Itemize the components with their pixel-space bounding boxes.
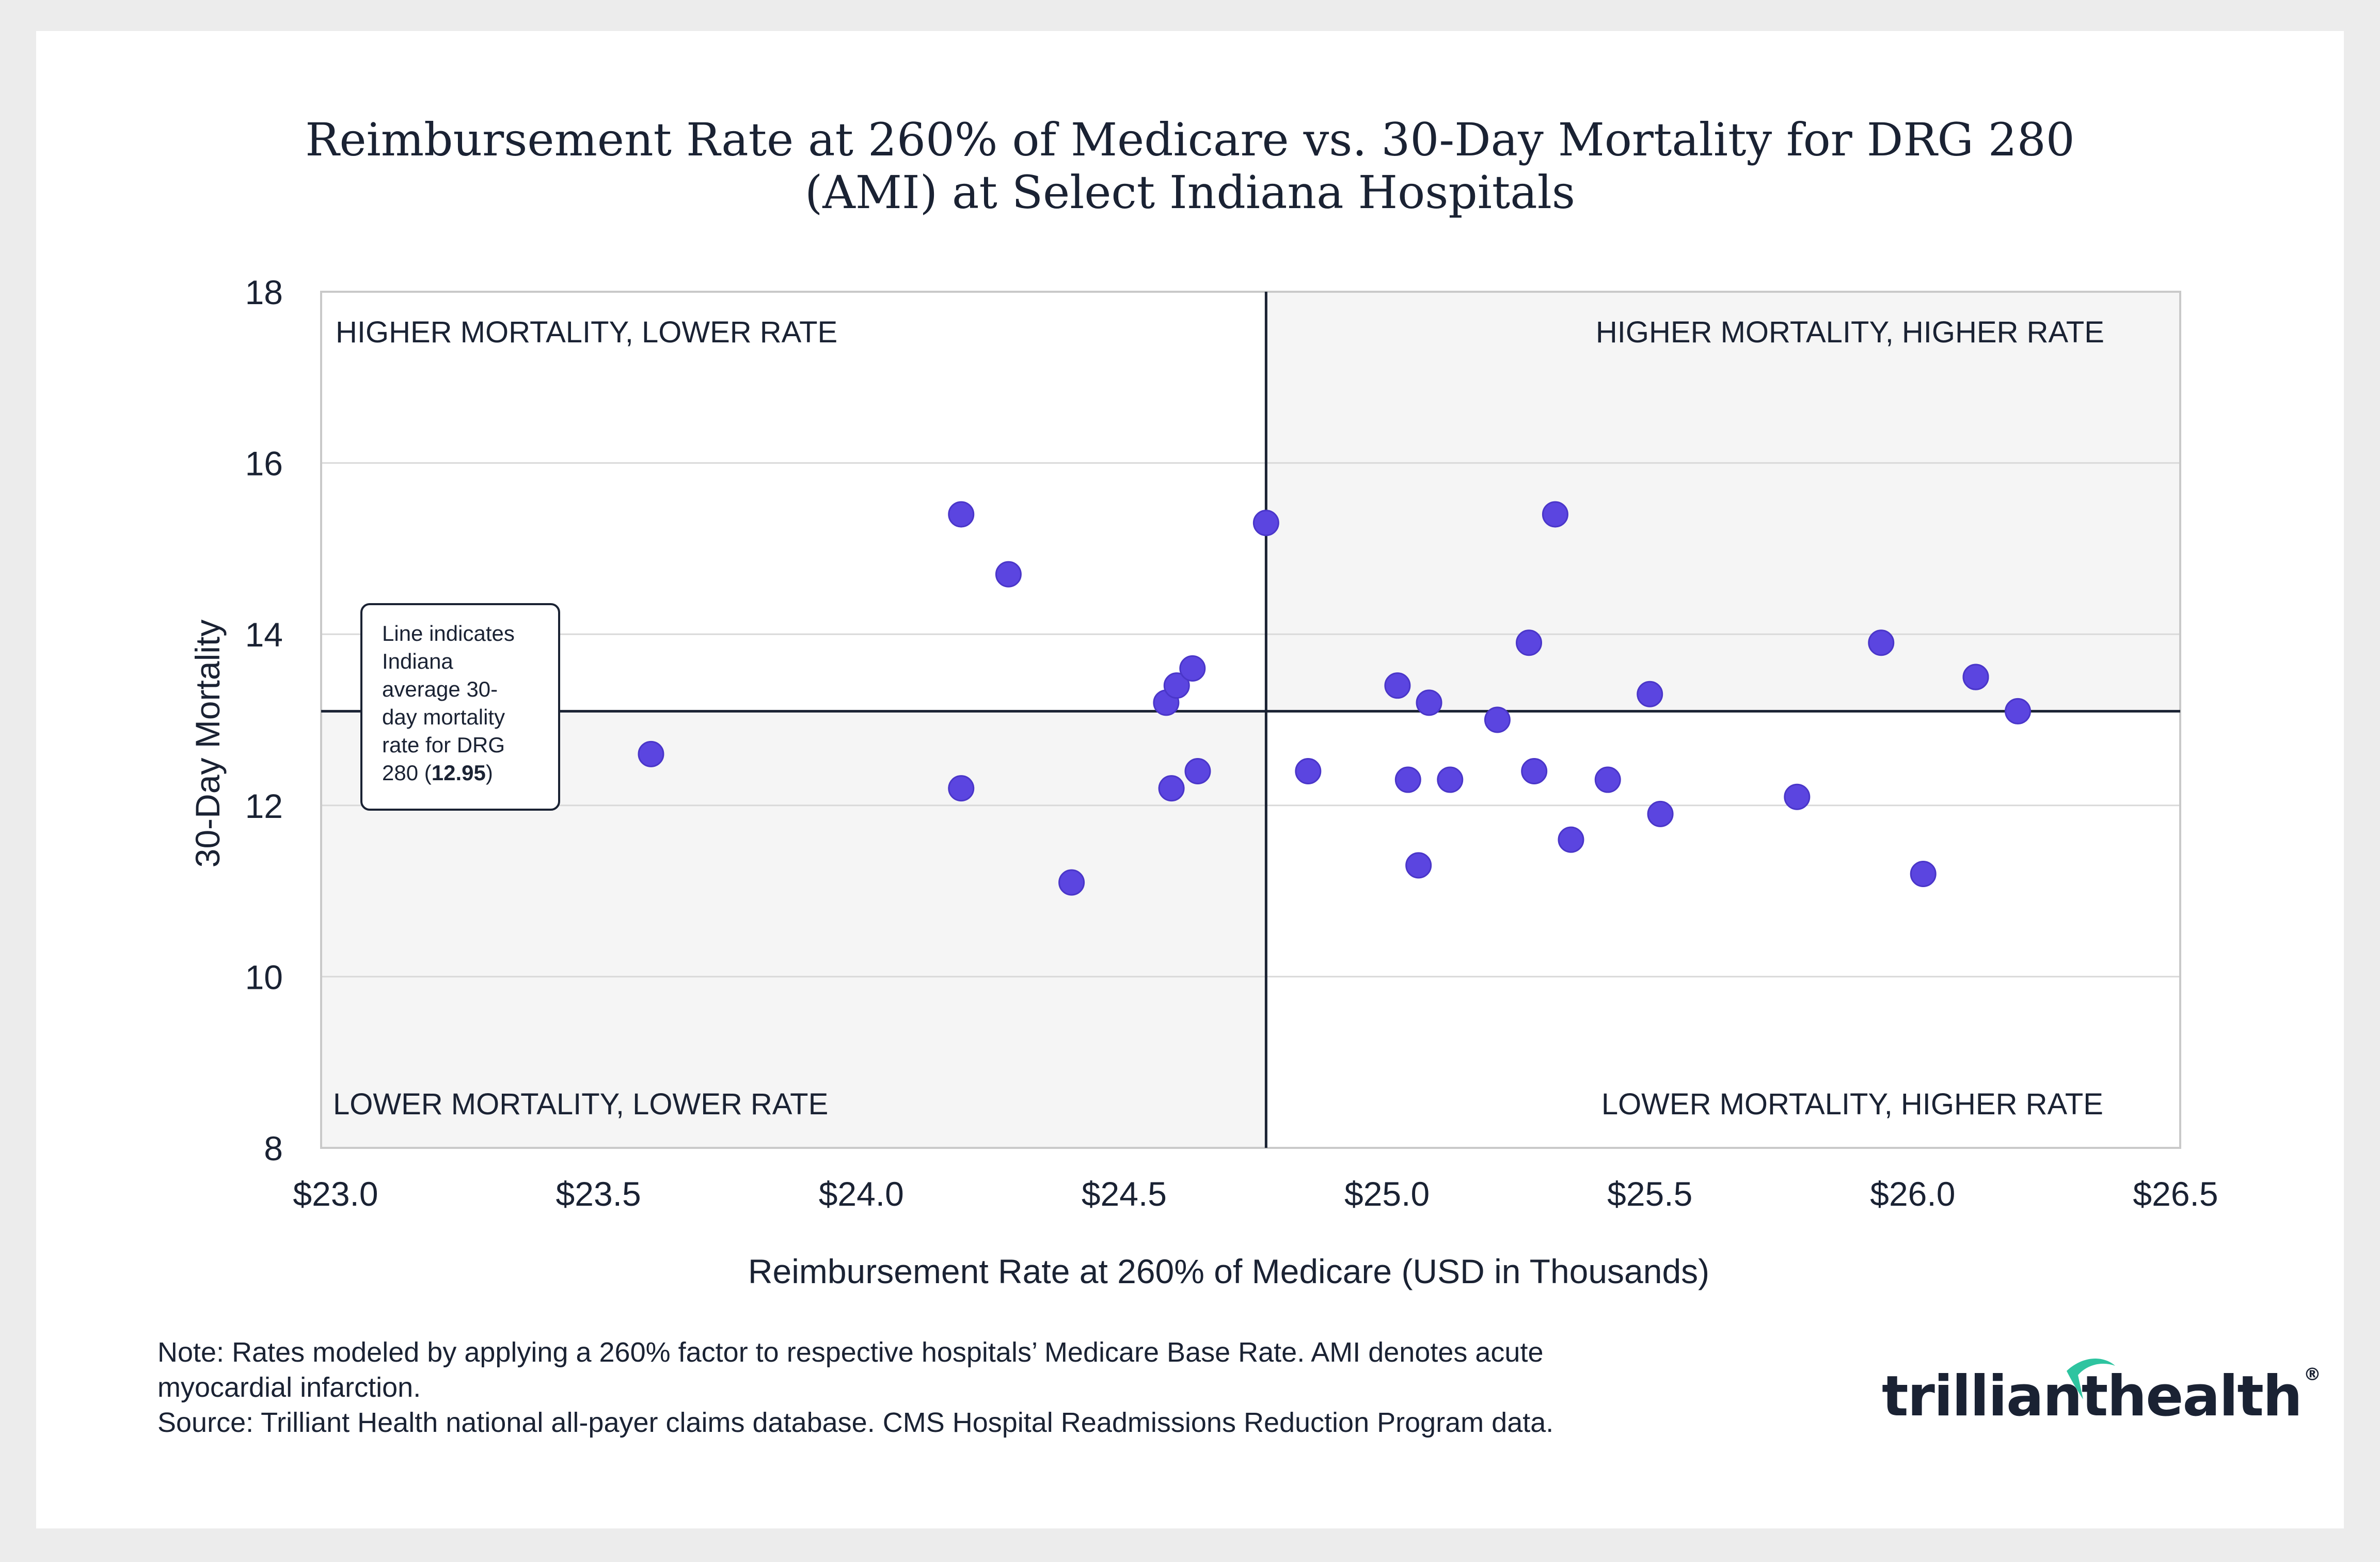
data-point xyxy=(1252,510,1279,537)
data-point xyxy=(1394,766,1421,793)
plot-area-frame xyxy=(320,291,2181,1149)
data-point xyxy=(1163,672,1190,699)
x-tick-label-1: $23.5 xyxy=(556,1175,641,1213)
x-tick-label-6: $26.0 xyxy=(1870,1175,1955,1213)
grid-lines xyxy=(321,462,2180,977)
data-point xyxy=(1594,766,1621,793)
shade-top-right xyxy=(1266,292,2180,712)
data-point xyxy=(1416,689,1442,716)
chart-title: Reimbursement Rate at 260% of Medicare v… xyxy=(36,114,2344,219)
logo-registered-mark: ® xyxy=(2303,1364,2321,1385)
note-line-2: myocardial infarction. xyxy=(157,1372,421,1403)
annotation-prefix: 280 ( xyxy=(382,761,432,785)
x-tick-label-3: $24.5 xyxy=(1082,1175,1167,1213)
data-point xyxy=(1521,758,1548,784)
chart-title-line-2: (AMI) at Select Indiana Hospitals xyxy=(804,166,1576,219)
data-point xyxy=(1962,664,1989,690)
data-point xyxy=(1437,766,1464,793)
y-tick-label-14: 14 xyxy=(245,616,283,654)
y-tick-label-8: 8 xyxy=(264,1129,283,1167)
quadrant-label-top-right: HIGHER MORTALITY, HIGHER RATE xyxy=(1596,315,2104,349)
x-axis-label: Reimbursement Rate at 260% of Medicare (… xyxy=(748,1252,1709,1290)
data-point xyxy=(948,775,975,802)
annotation-line-4: day mortality xyxy=(382,705,505,729)
logo-swoosh-icon xyxy=(2067,1359,2115,1399)
x-tick-label-0: $23.0 xyxy=(293,1175,378,1213)
data-point xyxy=(1647,800,1674,827)
source-line: Source: Trilliant Health national all-pa… xyxy=(157,1407,1554,1438)
y-tick-label-12: 12 xyxy=(245,787,283,825)
annotation-line-6: 280 (12.95) xyxy=(382,761,493,785)
x-axis-ticks: $23.0 $23.5 $24.0 $24.5 $25.0 $25.5 $26.0 $26.5 xyxy=(293,1175,2218,1213)
data-point xyxy=(1558,826,1584,853)
data-point xyxy=(1542,501,1568,528)
average-annotation-box: Line indicates Indiana average 30- day m… xyxy=(360,603,560,811)
data-point xyxy=(1384,672,1411,699)
annotation-line-3: average 30- xyxy=(382,677,498,701)
logo-text-right: health xyxy=(2107,1364,2303,1429)
annotation-line-5: rate for DRG xyxy=(382,733,505,757)
scatter-chart: 8 10 12 14 16 18 $23.0 $23.5 $24.0 $24.5 $25.0 $25… xyxy=(188,273,2218,1290)
quadrant-label-top-left: HIGHER MORTALITY, LOWER RATE xyxy=(336,315,837,349)
y-tick-label-10: 10 xyxy=(245,958,283,996)
data-point xyxy=(1058,869,1085,896)
data-point xyxy=(2005,698,2032,724)
data-points xyxy=(638,501,2032,896)
data-point xyxy=(1405,852,1432,879)
x-tick-label-4: $25.0 xyxy=(1344,1175,1430,1213)
data-point xyxy=(1295,758,1322,784)
data-point xyxy=(1516,629,1543,656)
x-tick-label-7: $26.5 xyxy=(2133,1175,2218,1213)
quadrant-label-bottom-right: LOWER MORTALITY, HIGHER RATE xyxy=(1601,1087,2103,1121)
x-tick-label-2: $24.0 xyxy=(819,1175,904,1213)
y-tick-label-18: 18 xyxy=(245,273,283,311)
data-point xyxy=(995,561,1022,588)
chart-title-line-1: Reimbursement Rate at 260% of Medicare v… xyxy=(305,113,2075,166)
y-axis-label: 30-Day Mortality xyxy=(188,620,227,867)
data-point xyxy=(1179,655,1206,682)
annotation-average-value: 12.95 xyxy=(432,761,486,785)
data-point xyxy=(1784,783,1811,810)
data-point xyxy=(1158,775,1185,802)
annotation-line-1: Line indicates xyxy=(382,621,515,645)
data-point xyxy=(1868,629,1895,656)
footnotes: Note: Rates modeled by applying a 260% f… xyxy=(157,1335,1706,1440)
chart-card: Reimbursement Rate at 260% of Medicare v… xyxy=(36,31,2344,1528)
annotation-suffix: ) xyxy=(486,761,493,785)
data-point xyxy=(638,740,664,767)
annotation-line-2: Indiana xyxy=(382,649,453,673)
data-point xyxy=(1184,758,1211,784)
reference-lines xyxy=(321,292,2180,1148)
x-tick-label-5: $25.5 xyxy=(1607,1175,1692,1213)
y-tick-label-16: 16 xyxy=(245,445,283,483)
data-point xyxy=(1910,860,1937,887)
data-point xyxy=(1484,706,1511,733)
quadrant-label-bottom-left: LOWER MORTALITY, LOWER RATE xyxy=(333,1087,828,1121)
data-point xyxy=(1637,681,1663,707)
quadrant-shading xyxy=(321,292,2180,1148)
data-point xyxy=(948,501,975,528)
note-line-1: Note: Rates modeled by applying a 260% f… xyxy=(157,1337,1544,1368)
y-axis-ticks: 8 10 12 14 16 18 xyxy=(245,273,283,1167)
